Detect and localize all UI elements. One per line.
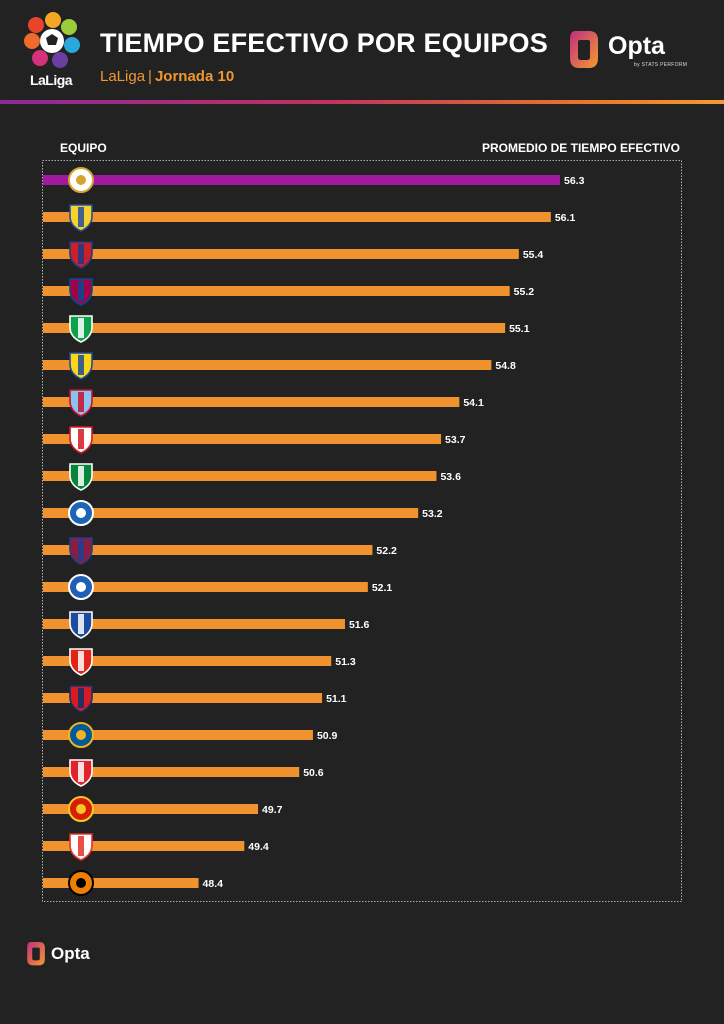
opta-logo: Opta by STATS PERFORM [565, 28, 695, 74]
crest-granada-icon [69, 759, 93, 787]
crest-espanyol-icon [68, 500, 94, 526]
bar-cadiz [43, 360, 492, 370]
value-label-levante: 52.2 [376, 545, 397, 557]
bar-osasuna [43, 693, 323, 703]
crest-mallorca-icon [68, 796, 94, 822]
bar-celta-de-vigo [43, 397, 460, 407]
laliga-logo-text: LaLiga [29, 72, 73, 88]
value-label-athletic-club: 51.3 [335, 656, 356, 668]
bar-atletico-de-madrid [43, 249, 519, 259]
bar-real-madrid [43, 175, 560, 185]
value-label-rayo-vallecano: 49.4 [248, 841, 269, 853]
bar-real-sociedad [43, 619, 345, 629]
crest-getafe-icon [68, 722, 94, 748]
header-gradient-divider [0, 100, 724, 104]
bar-elche [43, 471, 437, 481]
laliga-logo-icon [24, 12, 80, 68]
footer-opta-wordmark: Opta [51, 944, 90, 963]
value-label-atletico-de-madrid: 55.4 [523, 249, 544, 261]
bar-rayo-vallecano [43, 841, 245, 851]
bar-athletic-club [43, 656, 332, 666]
crest-celta-de-vigo-icon [69, 389, 93, 417]
value-label-deportivo-alaves: 52.1 [372, 582, 393, 594]
subtitle-league: LaLiga [100, 68, 146, 85]
bar-fc-barcelona [43, 286, 510, 296]
subtitle-round: Jornada 10 [154, 68, 235, 85]
crest-valencia-icon [68, 870, 94, 896]
value-label-granada: 50.6 [303, 767, 324, 779]
crest-deportivo-alaves-icon [68, 574, 94, 600]
bar-espanyol [43, 508, 419, 518]
value-label-mallorca: 49.7 [262, 804, 283, 816]
crest-athletic-club-icon [69, 648, 93, 676]
crest-real-betis-icon [69, 315, 93, 343]
crest-atletico-de-madrid-icon [69, 241, 93, 269]
crest-sevilla-icon [69, 426, 93, 454]
bar-mallorca [43, 804, 259, 814]
column-label-metric: PROMEDIO DE TIEMPO EFECTIVO [481, 141, 680, 155]
column-label-team: EQUIPO [60, 141, 107, 155]
opta-tagline: by STATS PERFORM [634, 62, 688, 68]
value-label-real-betis: 55.1 [509, 323, 530, 335]
value-label-fc-barcelona: 55.2 [514, 286, 535, 298]
value-label-real-madrid: 56.3 [564, 175, 585, 187]
value-label-villarreal: 56.1 [555, 212, 576, 224]
header: LaLiga TIEMPO EFECTIVO POR EQUIPOS LaLig… [0, 0, 724, 108]
opta-wordmark: Opta [608, 32, 665, 60]
subtitle-separator: | [148, 68, 152, 85]
bar-getafe [43, 730, 313, 740]
value-label-espanyol: 53.2 [422, 508, 443, 520]
crest-rayo-vallecano-icon [69, 833, 93, 861]
value-label-cadiz: 54.8 [495, 360, 516, 372]
subtitle: LaLiga | Jornada 10 [100, 68, 234, 85]
crest-elche-icon [69, 463, 93, 491]
bar-granada [43, 767, 300, 777]
crest-fc-barcelona-icon [69, 278, 93, 306]
value-label-valencia: 48.4 [203, 878, 224, 890]
crest-levante-icon [69, 537, 93, 565]
opta-mark-icon [27, 942, 45, 966]
opta-mark-icon [570, 31, 598, 68]
crest-real-madrid-icon [68, 167, 94, 193]
bar-deportivo-alaves [43, 582, 368, 592]
crest-villarreal-icon [69, 204, 93, 232]
value-label-sevilla: 53.7 [445, 434, 466, 446]
value-label-celta-de-vigo: 54.1 [463, 397, 484, 409]
bar-levante [43, 545, 373, 555]
bar-villarreal [43, 212, 551, 222]
bar-valencia [43, 878, 199, 888]
value-label-osasuna: 51.1 [326, 693, 347, 705]
value-label-getafe: 50.9 [317, 730, 338, 742]
bar-sevilla [43, 434, 442, 444]
crest-real-sociedad-icon [69, 611, 93, 639]
bar-real-betis [43, 323, 506, 333]
footer-opta-logo: Opta [24, 940, 134, 970]
value-label-real-sociedad: 51.6 [349, 619, 370, 631]
crest-cadiz-icon [69, 352, 93, 380]
page-title: TIEMPO EFECTIVO POR EQUIPOS [100, 28, 548, 58]
value-label-elche: 53.6 [440, 471, 461, 483]
crest-osasuna-icon [69, 685, 93, 713]
chart-frame [42, 160, 682, 902]
